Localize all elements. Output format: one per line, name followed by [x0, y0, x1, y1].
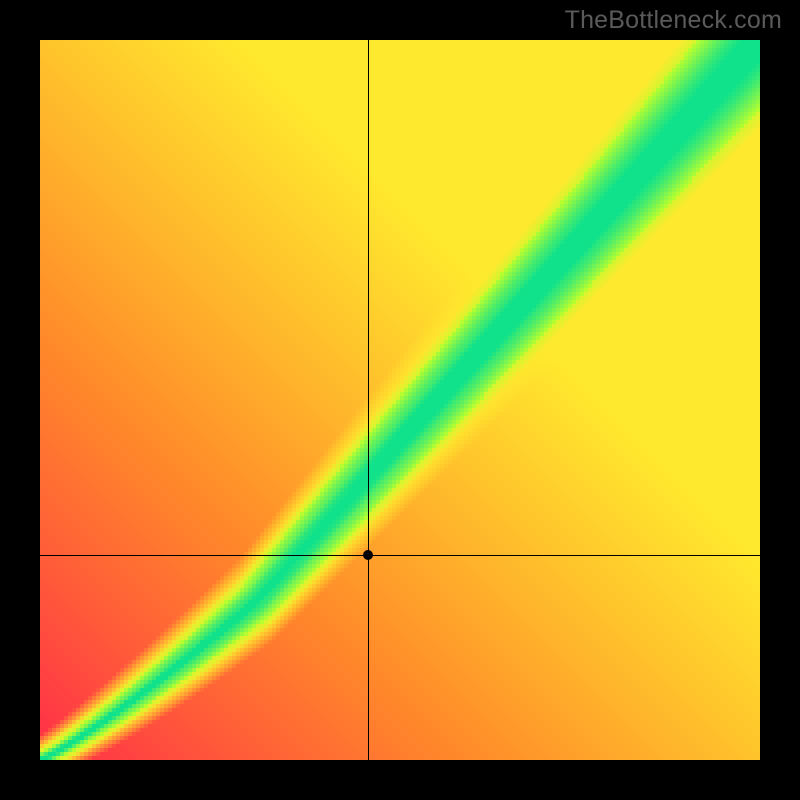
watermark-text: TheBottleneck.com — [565, 6, 782, 35]
crosshair-dot — [363, 550, 373, 560]
heatmap-canvas — [40, 40, 760, 760]
crosshair-horizontal — [40, 555, 760, 556]
chart-container: TheBottleneck.com — [0, 0, 800, 800]
crosshair-vertical — [368, 40, 369, 760]
plot-area — [40, 40, 760, 760]
